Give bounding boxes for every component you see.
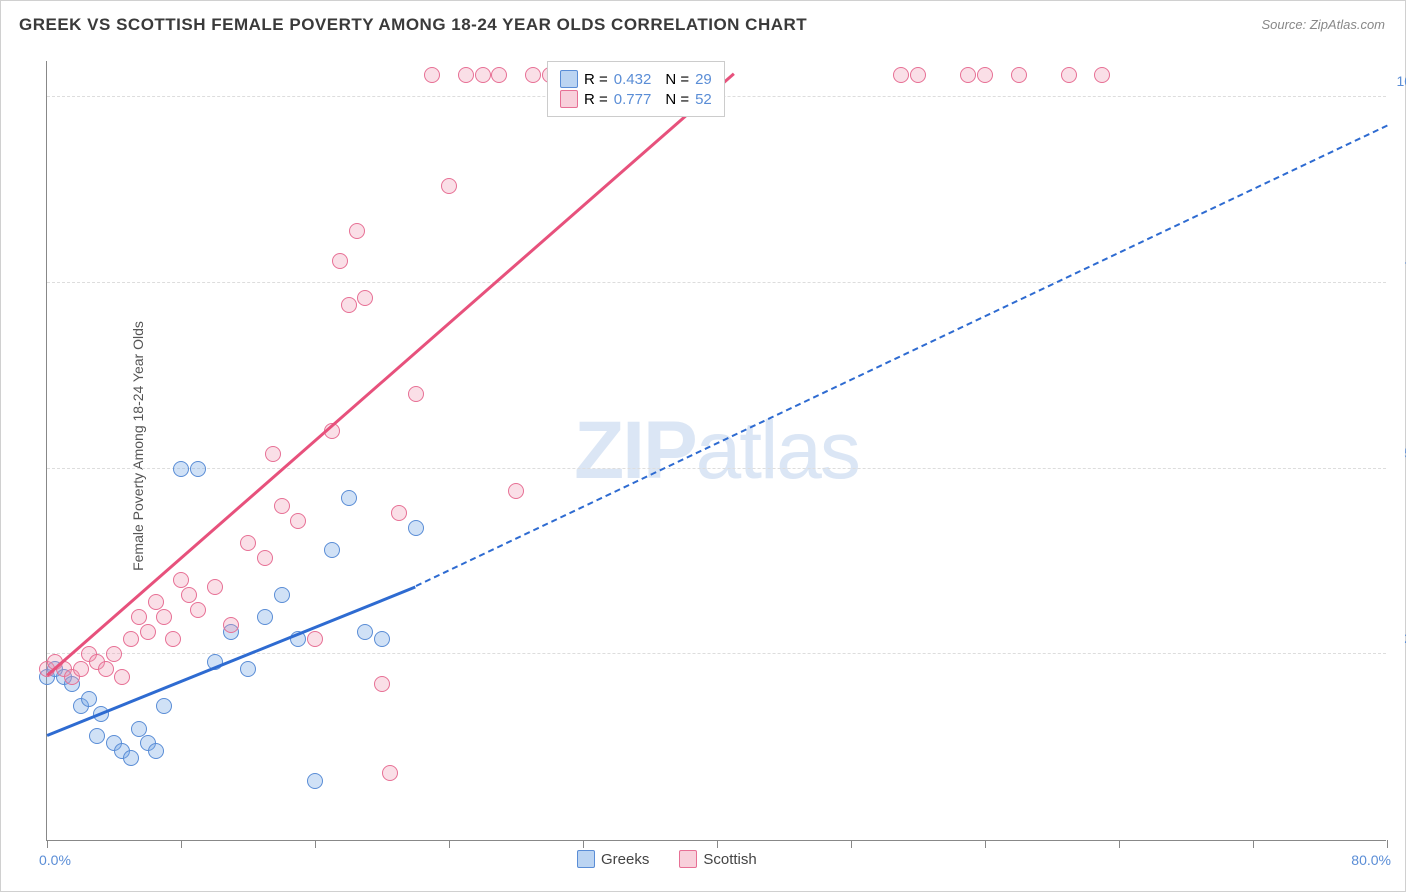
scatter-point (156, 698, 172, 714)
scatter-point (341, 297, 357, 313)
scatter-point (257, 609, 273, 625)
scatter-point (357, 290, 373, 306)
scatter-point (173, 461, 189, 477)
scatter-point (114, 669, 130, 685)
scatter-point (357, 624, 373, 640)
scatter-point (240, 661, 256, 677)
scatter-point (81, 691, 97, 707)
x-tick (449, 840, 450, 848)
scatter-point (382, 765, 398, 781)
scatter-point (156, 609, 172, 625)
scatter-point (1061, 67, 1077, 83)
scatter-point (441, 178, 457, 194)
r-value-greeks: 0.432 (614, 71, 652, 88)
scatter-point (173, 572, 189, 588)
swatch-pink-icon (679, 850, 697, 868)
scatter-point (910, 67, 926, 83)
correlation-legend: R = 0.432 N = 29 R = 0.777 N = 52 (547, 61, 725, 117)
x-tick (1253, 840, 1254, 848)
scatter-point (458, 67, 474, 83)
scatter-point (223, 617, 239, 633)
x-axis-min-label: 0.0% (39, 852, 71, 868)
swatch-blue-icon (560, 70, 578, 88)
scatter-point (190, 461, 206, 477)
scatter-point (525, 67, 541, 83)
scatter-point (977, 67, 993, 83)
scatter-point (1011, 67, 1027, 83)
legend-row-scottish: R = 0.777 N = 52 (560, 90, 712, 108)
r-value-scottish: 0.777 (614, 91, 652, 108)
scatter-point (131, 721, 147, 737)
legend-item-greeks: Greeks (577, 850, 649, 868)
gridline (47, 282, 1386, 283)
scatter-point (140, 624, 156, 640)
scatter-point (1094, 67, 1110, 83)
scatter-point (131, 609, 147, 625)
x-tick (583, 840, 584, 848)
scatter-point (165, 631, 181, 647)
scatter-point (408, 520, 424, 536)
scatter-point (73, 661, 89, 677)
n-value-greeks: 29 (695, 71, 712, 88)
scatter-point (290, 513, 306, 529)
regression-line (46, 73, 734, 677)
scatter-point (349, 223, 365, 239)
scatter-point (190, 602, 206, 618)
chart-title: GREEK VS SCOTTISH FEMALE POVERTY AMONG 1… (19, 15, 807, 35)
plot-area: ZIPatlas R = 0.432 N = 29 R = 0.777 N = … (46, 61, 1386, 841)
x-tick (1387, 840, 1388, 848)
scatter-point (106, 646, 122, 662)
x-tick (851, 840, 852, 848)
scatter-point (374, 631, 390, 647)
scatter-point (491, 67, 507, 83)
y-tick-label: 100.0% (1397, 73, 1406, 89)
scatter-point (274, 587, 290, 603)
scatter-point (257, 550, 273, 566)
x-tick (985, 840, 986, 848)
swatch-pink-icon (560, 90, 578, 108)
scatter-point (408, 386, 424, 402)
scatter-point (475, 67, 491, 83)
gridline (47, 468, 1386, 469)
series-legend: Greeks Scottish (577, 850, 757, 868)
scatter-point (332, 253, 348, 269)
source-attribution: Source: ZipAtlas.com (1261, 17, 1385, 32)
scatter-point (893, 67, 909, 83)
scatter-point (240, 535, 256, 551)
scatter-point (391, 505, 407, 521)
scatter-point (341, 490, 357, 506)
x-tick (47, 840, 48, 848)
scatter-point (508, 483, 524, 499)
x-tick (1119, 840, 1120, 848)
scatter-point (89, 728, 105, 744)
scatter-point (307, 631, 323, 647)
legend-item-scottish: Scottish (679, 850, 756, 868)
scatter-point (123, 631, 139, 647)
x-tick (315, 840, 316, 848)
watermark: ZIPatlas (574, 404, 859, 498)
scatter-point (424, 67, 440, 83)
regression-line-extrapolate (415, 125, 1387, 587)
scatter-point (265, 446, 281, 462)
scatter-point (207, 579, 223, 595)
n-value-scottish: 52 (695, 91, 712, 108)
scatter-point (123, 750, 139, 766)
scatter-point (181, 587, 197, 603)
scatter-point (148, 743, 164, 759)
chart-container: GREEK VS SCOTTISH FEMALE POVERTY AMONG 1… (0, 0, 1406, 892)
x-axis-max-label: 80.0% (1351, 852, 1391, 868)
scatter-point (324, 542, 340, 558)
scatter-point (307, 773, 323, 789)
scatter-point (148, 594, 164, 610)
swatch-blue-icon (577, 850, 595, 868)
scatter-point (374, 676, 390, 692)
scatter-point (960, 67, 976, 83)
x-tick (717, 840, 718, 848)
x-tick (181, 840, 182, 848)
legend-row-greeks: R = 0.432 N = 29 (560, 70, 712, 88)
scatter-point (274, 498, 290, 514)
scatter-point (98, 661, 114, 677)
